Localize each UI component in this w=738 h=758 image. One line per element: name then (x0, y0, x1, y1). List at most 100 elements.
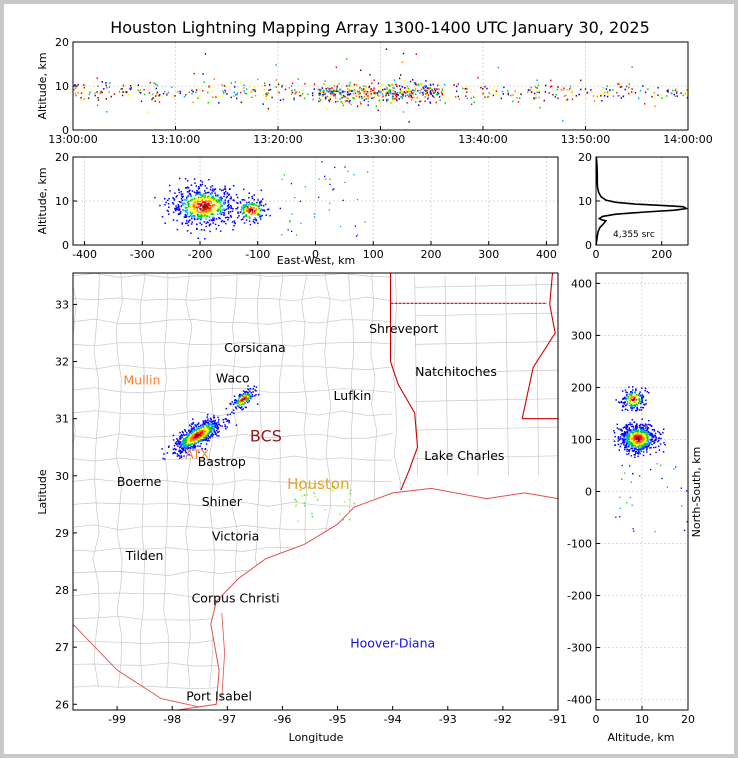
map-xtick: -92 (494, 713, 512, 726)
map-source-point (198, 438, 201, 440)
map-ytick: 27 (55, 641, 69, 654)
east-west-point (216, 209, 219, 212)
time-altitude-point (293, 97, 295, 100)
time-altitude-point (495, 93, 497, 96)
north-south-point (662, 431, 664, 434)
time-altitude-point (240, 81, 242, 84)
east-west-point (256, 204, 258, 207)
east-west-point (198, 186, 200, 188)
map-source-point (215, 422, 218, 425)
time-altitude-point (510, 94, 512, 97)
map-source-point (179, 442, 181, 444)
east-west-point (252, 219, 255, 221)
map-source-point (200, 426, 203, 428)
east-west-point (178, 208, 181, 210)
east-west-point (221, 205, 224, 208)
time-altitude-point (519, 97, 521, 99)
east-west-point (192, 215, 195, 217)
north-south-point (637, 440, 639, 442)
north-south-point (654, 531, 656, 533)
east-west-point (161, 216, 164, 218)
time-altitude-point (392, 92, 394, 95)
north-south-point (647, 437, 649, 439)
east-west-point (197, 213, 199, 216)
time-altitude-point (282, 98, 285, 101)
east-west-point (200, 179, 202, 182)
time-altitude-point (569, 87, 571, 90)
east-west-point (228, 216, 230, 219)
time-altitude-point (97, 85, 99, 87)
time-altitude-point (373, 92, 375, 95)
east-west-point (181, 195, 183, 197)
north-south-point (632, 425, 634, 427)
north-south-point (636, 425, 638, 428)
east-west-point (193, 210, 196, 213)
time-altitude-point (360, 95, 363, 98)
time-altitude-point (424, 86, 427, 88)
north-south-point (635, 395, 637, 398)
north-south-point (628, 404, 631, 407)
map-source-point (243, 400, 246, 403)
east-west-point (204, 208, 206, 211)
east-west-point (256, 211, 258, 214)
map-source-point (182, 449, 185, 452)
north-south-point (617, 437, 620, 439)
time-altitude-point (401, 85, 404, 88)
east-west-point (206, 197, 209, 199)
time-altitude-point (428, 85, 430, 88)
time-altitude-point (370, 93, 372, 95)
time-altitude-point (268, 89, 270, 91)
east-west-point (167, 199, 169, 202)
time-altitude-point (122, 91, 124, 93)
histogram-ytick: 20 (578, 151, 592, 164)
time-altitude-point (425, 80, 427, 82)
time-altitude-point (341, 102, 344, 105)
map-source-point (177, 445, 179, 447)
north-south-point (628, 449, 631, 451)
map-source-point (213, 427, 215, 430)
east-west-point (344, 166, 346, 168)
time-altitude-point (425, 93, 427, 95)
time-altitude-point (466, 97, 468, 100)
map-source-point (190, 443, 193, 445)
map-source-point (211, 421, 213, 424)
time-altitude-point (221, 96, 223, 98)
time-altitude-point (236, 93, 238, 96)
east-west-point (211, 197, 213, 200)
time-altitude-point (438, 88, 440, 90)
east-west-point (255, 209, 257, 212)
east-west-point (199, 183, 202, 186)
east-west-point (172, 219, 175, 221)
time-altitude-point (171, 86, 173, 88)
map-source-point (210, 418, 212, 420)
map-source-point (190, 423, 193, 425)
time-altitude-point (607, 93, 610, 96)
north-south-point (640, 429, 642, 431)
north-south-point (626, 394, 628, 397)
east-west-point (220, 204, 222, 206)
map-source-point (243, 395, 246, 398)
north-south-point (639, 395, 641, 397)
time-altitude-point (328, 95, 330, 98)
map-source-point (212, 420, 215, 422)
time-altitude-point (409, 94, 411, 96)
east-west-point (201, 203, 203, 205)
time-altitude-xtick: 13:20:00 (253, 133, 302, 146)
map-source-point (306, 494, 308, 496)
east-west-point (222, 189, 224, 191)
time-altitude-point (472, 95, 475, 97)
east-west-point (269, 214, 271, 217)
north-south-point (634, 391, 636, 394)
time-altitude-point (293, 99, 295, 101)
map-source-point (353, 502, 356, 505)
east-west-point (194, 206, 196, 209)
time-altitude-point (412, 79, 414, 81)
time-altitude-point (429, 87, 432, 89)
time-altitude-point (394, 91, 396, 93)
time-altitude-point (618, 83, 621, 86)
time-altitude-point (593, 100, 595, 102)
time-altitude-point (267, 107, 270, 110)
north-south-point (638, 433, 641, 435)
map-label: Tilden (125, 548, 164, 563)
